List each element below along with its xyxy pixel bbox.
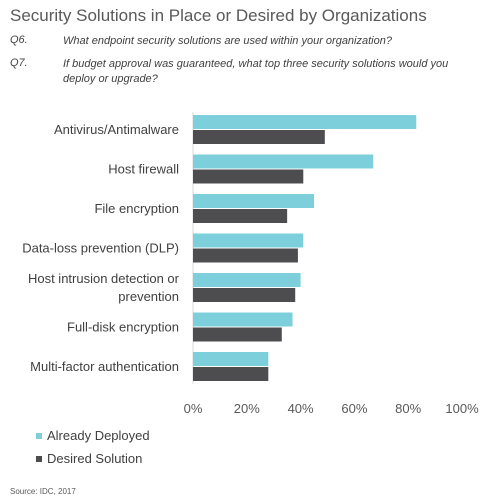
bar-deployed [193,154,374,169]
legend-label: Already Deployed [47,428,150,443]
bar-desired [193,209,288,223]
category-label: Data-loss prevention (DLP) [22,241,179,256]
bar-desired [193,288,296,302]
bar-deployed [193,194,315,208]
x-tick-label: 20% [234,401,260,416]
x-tick-label: 100% [445,401,479,416]
page-title: Security Solutions in Place or Desired b… [10,6,427,25]
category-label: Multi-factor authentication [30,359,179,374]
question-number: Q7. [10,57,28,69]
bar-desired [193,327,282,342]
x-tick-label: 60% [341,401,367,416]
x-tick-label: 0% [184,401,203,416]
bar-desired [193,130,325,144]
bar-deployed [193,115,417,129]
category-label: Full-disk encryption [67,320,179,335]
category-label: File encryption [94,201,179,216]
bar-desired [193,367,269,381]
legend-swatch-deployed [36,432,42,439]
bar-deployed [193,352,269,366]
question-text: What endpoint security solutions are use… [63,35,392,47]
bar-deployed [193,312,293,327]
bar-deployed [193,273,301,287]
question-text: If budget approval was guaranteed, what … [63,58,449,85]
legend-item-desired: Desired Solution [36,451,142,466]
question-number: Q6. [10,34,28,46]
bar-deployed [193,233,304,248]
category-label: Antivirus/Antimalware [54,122,179,137]
x-tick-label: 40% [288,401,314,416]
legend-item-deployed: Already Deployed [36,428,150,443]
legend-swatch-desired [36,455,42,462]
legend-label: Desired Solution [47,451,143,466]
bar-desired [193,169,304,184]
category-label: Host intrusion detection or [28,271,180,286]
bar-desired [193,248,298,263]
category-label: Host firewall [108,162,179,177]
category-label: prevention [118,289,179,304]
x-tick-label: 80% [395,401,421,416]
source-note: Source: IDC, 2017 [10,487,76,496]
